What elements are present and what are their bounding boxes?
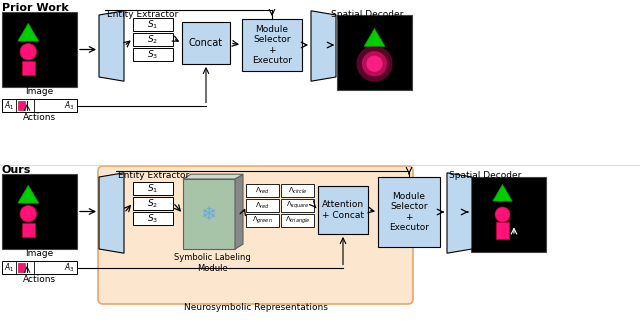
- Polygon shape: [364, 29, 385, 46]
- Text: $\Lambda_{circle}$: $\Lambda_{circle}$: [287, 185, 307, 195]
- Text: $\Lambda_{square}$: $\Lambda_{square}$: [286, 200, 309, 211]
- Text: Attention
+ Concat: Attention + Concat: [322, 200, 364, 220]
- Polygon shape: [183, 174, 243, 179]
- Text: Entity Extractor: Entity Extractor: [118, 171, 189, 180]
- Text: ❄: ❄: [201, 204, 217, 223]
- Bar: [281, 214, 314, 227]
- Text: Spatial Decoder: Spatial Decoder: [449, 171, 522, 180]
- Bar: [246, 184, 279, 197]
- Text: Actions: Actions: [23, 113, 56, 121]
- Text: Actions: Actions: [23, 275, 56, 283]
- Bar: [318, 186, 368, 234]
- Bar: [182, 22, 230, 64]
- Bar: [133, 48, 173, 61]
- Bar: [2, 174, 77, 249]
- Circle shape: [356, 46, 392, 82]
- Bar: [242, 19, 302, 71]
- Bar: [378, 177, 440, 247]
- Bar: [246, 214, 279, 227]
- Bar: [496, 222, 509, 238]
- Circle shape: [362, 51, 387, 76]
- Bar: [2, 99, 77, 112]
- Circle shape: [366, 56, 383, 72]
- Polygon shape: [493, 184, 512, 201]
- Text: $S_3$: $S_3$: [147, 212, 159, 225]
- Text: Neurosymbolic Representations: Neurosymbolic Representations: [184, 302, 328, 312]
- Bar: [183, 179, 235, 249]
- Text: Image: Image: [26, 250, 54, 258]
- Text: $S_2$: $S_2$: [147, 197, 159, 210]
- Polygon shape: [99, 11, 124, 81]
- Text: Prior Work: Prior Work: [2, 3, 68, 13]
- Bar: [337, 15, 412, 90]
- Text: $S_1$: $S_1$: [147, 18, 159, 31]
- Bar: [22, 223, 35, 236]
- Text: $A_1$: $A_1$: [4, 261, 14, 274]
- Polygon shape: [235, 174, 243, 249]
- Text: $\Lambda_{red}$: $\Lambda_{red}$: [255, 185, 270, 195]
- Text: Concat: Concat: [189, 38, 223, 48]
- Text: Module
Selector
+
Executor: Module Selector + Executor: [252, 25, 292, 65]
- Text: Entity Extractor: Entity Extractor: [107, 10, 179, 19]
- Polygon shape: [18, 185, 39, 203]
- Bar: [133, 33, 173, 46]
- Text: Module
Selector
+
Executor: Module Selector + Executor: [389, 192, 429, 232]
- Bar: [18, 263, 25, 272]
- Text: $\Lambda_{red}$: $\Lambda_{red}$: [255, 200, 270, 211]
- FancyBboxPatch shape: [98, 166, 413, 304]
- Text: $S_2$: $S_2$: [147, 33, 159, 46]
- Bar: [133, 197, 173, 210]
- Text: Image: Image: [26, 88, 54, 96]
- Text: $S_1$: $S_1$: [147, 182, 159, 195]
- Bar: [22, 61, 35, 74]
- Text: $\Lambda_{green}$: $\Lambda_{green}$: [252, 215, 273, 226]
- Text: $S_3$: $S_3$: [147, 48, 159, 61]
- Bar: [2, 12, 77, 87]
- Polygon shape: [447, 173, 472, 253]
- Text: Spatial Decoder: Spatial Decoder: [331, 10, 403, 19]
- Circle shape: [495, 207, 510, 222]
- Text: $A_3$: $A_3$: [64, 261, 74, 274]
- Bar: [133, 212, 173, 225]
- Bar: [471, 177, 546, 252]
- Polygon shape: [99, 173, 124, 253]
- Bar: [133, 18, 173, 31]
- Polygon shape: [18, 23, 39, 41]
- Circle shape: [20, 44, 36, 60]
- Text: $A_3$: $A_3$: [64, 99, 74, 112]
- Text: $\Lambda_{triangle}$: $\Lambda_{triangle}$: [285, 215, 310, 226]
- Text: $A_1$: $A_1$: [4, 99, 14, 112]
- Text: Symbolic Labeling
Module: Symbolic Labeling Module: [173, 253, 250, 273]
- Text: Ours: Ours: [2, 165, 31, 175]
- Bar: [18, 101, 25, 110]
- Bar: [2, 261, 77, 274]
- Bar: [246, 199, 279, 212]
- Bar: [281, 184, 314, 197]
- Bar: [281, 199, 314, 212]
- Bar: [133, 182, 173, 195]
- Polygon shape: [311, 11, 336, 81]
- Circle shape: [20, 206, 36, 222]
